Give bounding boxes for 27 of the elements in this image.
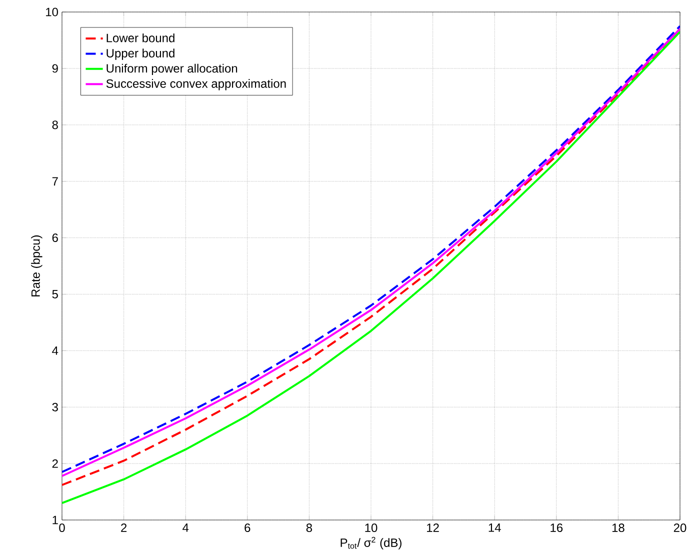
legend-label: Lower bound	[106, 33, 174, 42]
x-tick-label: 4	[182, 524, 189, 532]
x-axis-title: P$_{tot}$/ σ$^{2}$ (dB)	[340, 536, 402, 550]
y-axis-title: Rate (bpcu)	[31, 235, 42, 296]
legend-label: Successive convex approximation	[106, 79, 286, 90]
x-tick-label: 6	[244, 524, 250, 532]
y-tick-label: 7	[52, 177, 58, 186]
x-tick-label: 18	[612, 524, 624, 532]
y-tick-label: 10	[46, 8, 58, 16]
x-tick-label: 0	[59, 524, 65, 532]
x-tick-label: 14	[488, 524, 501, 532]
x-tick-label: 8	[306, 524, 312, 532]
y-tick-label: 8	[52, 120, 58, 130]
x-tick-label: 12	[427, 524, 439, 532]
x-tick-label: 20	[674, 524, 686, 532]
x-tick-label: 10	[365, 524, 378, 532]
y-tick-label: 3	[52, 402, 58, 412]
x-tick-label: 2	[121, 524, 127, 532]
y-tick-label: 2	[52, 459, 58, 468]
legend-label: Upper bound	[106, 48, 174, 60]
y-tick-label: 1	[52, 516, 58, 524]
x-tick-label: 16	[550, 524, 563, 532]
y-tick-label: 9	[52, 64, 58, 73]
y-tick-label: 5	[52, 290, 58, 298]
y-tick-label: 4	[52, 346, 58, 355]
legend-label: Uniform power allocation	[106, 64, 238, 76]
y-tick-label: 6	[52, 234, 58, 242]
